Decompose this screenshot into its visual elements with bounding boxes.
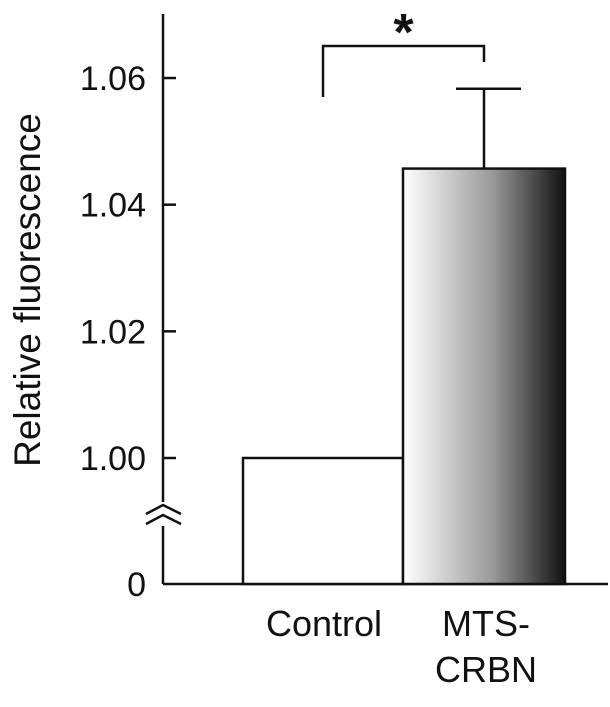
significance-star: * [393, 4, 414, 62]
error-bars [456, 87, 521, 169]
y-tick-label: 1.04 [80, 187, 146, 225]
bars [241, 167, 567, 586]
y-tick-label-zero: 0 [127, 566, 146, 604]
category-label: MTS- [442, 603, 530, 644]
bar-mts-crbn [401, 167, 567, 586]
y-axis-title: Relative fluorescence [7, 113, 48, 467]
significance-bracket [321, 44, 486, 97]
category-labels: Control MTS- CRBN [266, 603, 537, 690]
category-label: CRBN [435, 649, 537, 690]
category-label: Control [266, 603, 382, 644]
y-tick-label: 1.06 [80, 60, 146, 98]
y-tick-label: 1.02 [80, 313, 146, 351]
y-tick-label: 1.00 [80, 440, 146, 478]
y-ticks: 1.00 1.02 1.04 1.06 [80, 60, 176, 478]
axis-break-mark [145, 502, 182, 526]
bar-control [241, 456, 405, 586]
